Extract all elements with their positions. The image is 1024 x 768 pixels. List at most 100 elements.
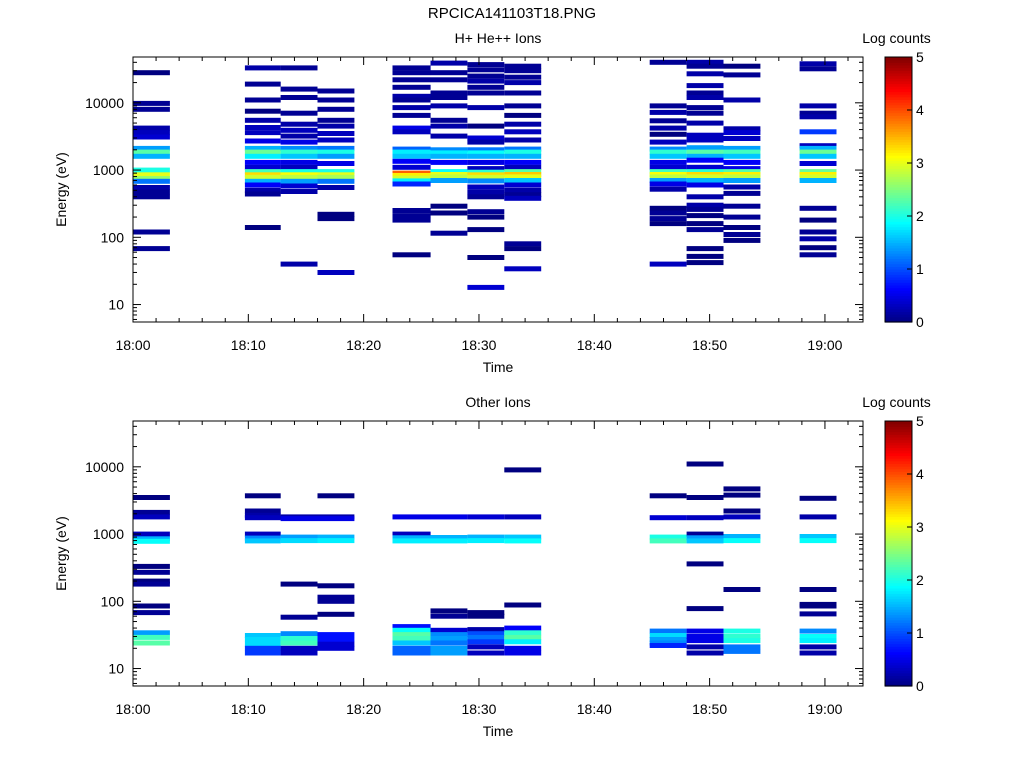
heatmap-cell [280,169,318,175]
colorbar-segment [885,463,912,467]
heatmap-cell [799,153,837,159]
colorbar-segment [885,88,912,93]
heatmap-cell [504,246,542,252]
colorbar-tick-label: 2 [916,208,924,224]
heatmap-cell [133,578,170,584]
colorbar-segment [885,635,912,639]
heatmap-cell [392,181,431,187]
heatmap-cell [504,90,542,96]
heatmap-cell [723,174,761,180]
colorbar-segment [885,83,912,87]
heatmap-cell [649,103,687,109]
heatmap-cell [280,127,318,133]
heatmap-cell [723,628,761,634]
colorbar-tick-label: 0 [916,678,924,694]
colorbar-segment [885,423,912,427]
colorbar-segment [885,298,912,302]
y-tick-label: 10 [108,297,124,313]
heatmap-cell [430,103,468,109]
heatmap-cell [392,93,431,99]
heatmap-cell [317,131,355,136]
heatmap-cell [430,636,468,641]
colorbar-segment [885,564,912,568]
heatmap-cell [392,146,431,152]
heatmap-cell [280,534,318,540]
heatmap-cell [133,538,170,544]
heatmap-cell [504,602,542,608]
heatmap-cell [133,640,170,646]
heatmap-cell [317,598,355,604]
heatmap-cell [467,67,505,73]
colorbar-segment [885,476,912,480]
heatmap-cell [504,174,542,180]
heatmap-cell [317,493,355,499]
colorbar-segment [885,595,912,600]
colorbar-segment [885,513,912,517]
heatmap-cell [723,126,761,132]
colorbar-segment [885,609,912,613]
colorbar-segment [885,444,912,449]
colorbar-segment [885,125,912,130]
heatmap-cell [723,534,761,539]
colorbar-segment [885,319,912,323]
heatmap-cell [723,492,761,498]
heatmap-cell [317,174,355,180]
colorbar-tick-label: 3 [916,155,924,171]
x-tick-label: 18:50 [692,701,727,717]
colorbar-segment [885,194,912,199]
heatmap-cell [649,125,687,131]
colorbar-segment [885,216,912,220]
heatmap-cell [392,77,431,83]
colorbar-segment [885,659,912,663]
heatmap-cell [799,644,837,650]
panel-title: Other Ions [465,394,530,410]
heatmap-cell [280,645,318,651]
heatmap-cell [686,213,724,219]
colorbar-segment [885,96,912,100]
heatmap-cell [467,135,505,141]
colorbar-segment [885,110,912,114]
heatmap-cell [723,153,761,159]
heatmap-cell [317,641,355,647]
heatmap-cell [244,117,281,123]
colorbar-segment [885,656,912,661]
heatmap-cell [723,149,761,155]
colorbar-segment [885,548,912,552]
colorbar-segment [885,503,912,507]
heatmap-cell [723,587,761,592]
heatmap-cell [799,628,837,634]
colorbar-segment [885,287,912,291]
heatmap-cell [686,206,724,212]
heatmap-cell [133,125,170,131]
heatmap-cell [133,634,170,640]
colorbar-segment [885,67,912,71]
colorbar-segment [885,149,912,153]
colorbar-segment [885,78,912,82]
heatmap-cell [686,628,724,634]
heatmap-cell [649,186,687,192]
heatmap-cell [430,123,468,129]
heatmap-cell [133,130,170,136]
figure-title: RPCICA141103T18.PNG [427,5,597,22]
colorbar-segment [885,271,912,275]
heatmap-data [133,59,837,290]
colorbar-segment [885,284,912,289]
colorbar-segment [885,500,912,504]
colorbar-segment [885,139,912,143]
heatmap-cell [649,153,687,159]
colorbar-segment [885,529,912,533]
heatmap-cell [686,174,724,180]
heatmap-cell [649,164,687,170]
heatmap-cell [392,640,431,646]
heatmap-cell [133,149,170,155]
heatmap-cell [504,467,542,473]
heatmap-cell [504,266,542,272]
colorbar-segment [885,667,912,671]
heatmap-cell [280,86,318,92]
heatmap-cell [133,563,170,569]
colorbar-segment [885,434,912,438]
colorbar-segment [885,474,912,478]
colorbar-segment [885,128,912,132]
heatmap-cell [686,182,724,188]
